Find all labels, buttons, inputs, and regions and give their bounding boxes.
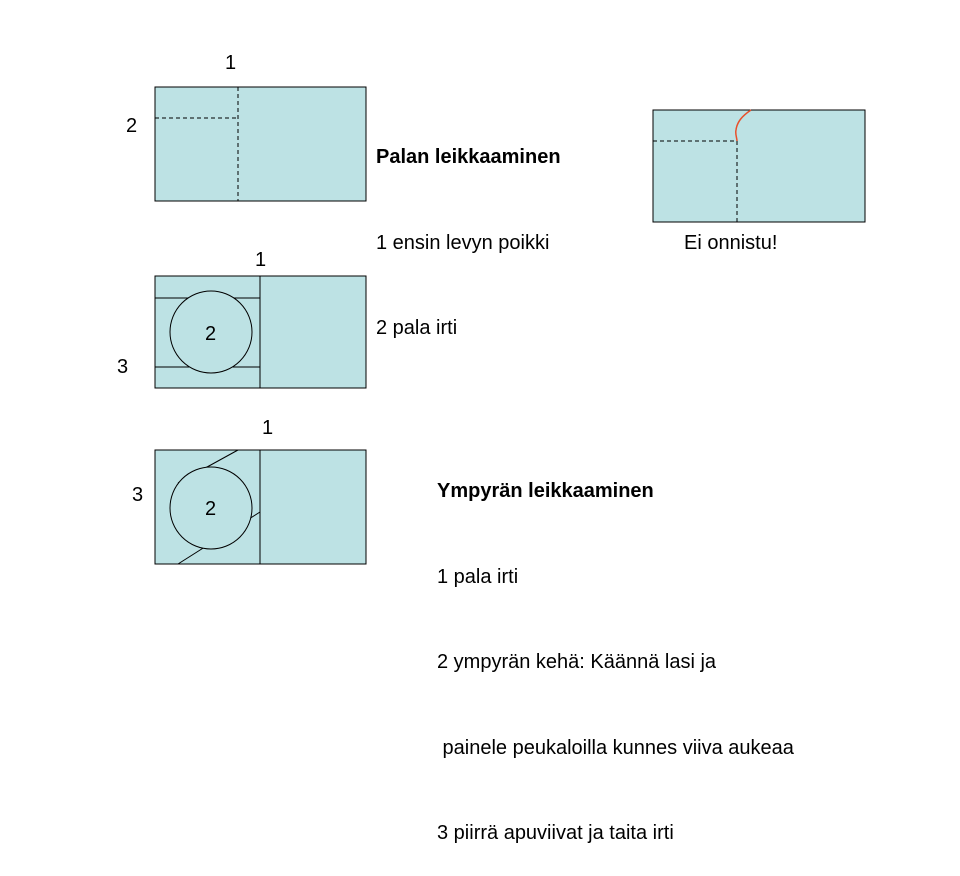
circle-instructions-line: 3 piirrä apuviivat ja taita irti xyxy=(437,822,674,844)
circle-diagram-a: 1 2 3 xyxy=(117,249,367,389)
circle-instructions: Ympyrän leikkaaminen 1 pala irti 2 ympyr… xyxy=(437,420,794,876)
circle-diagram-b: 1 2 3 xyxy=(132,417,367,565)
diagram-canvas: 1 2 1 2 3 1 2 3 xyxy=(117,52,866,565)
circle-cut xyxy=(169,466,253,550)
failed-caption: Ei onnistu! xyxy=(684,232,778,254)
cut-instructions: Palan leikkaaminen 1 ensin levyn poikki … xyxy=(376,86,561,371)
step-label-2: 2 xyxy=(205,498,216,520)
glass-panel xyxy=(154,86,367,202)
step-label-1: 1 xyxy=(262,417,273,439)
cut-instructions-line: 2 pala irti xyxy=(376,317,458,339)
step-label-3: 3 xyxy=(132,484,143,506)
step-label-2: 2 xyxy=(205,323,216,345)
circle-instructions-line: 2 ympyrän kehä: Käännä lasi ja xyxy=(437,651,717,673)
cut-diagram: 1 2 xyxy=(126,52,367,202)
step-label-1: 1 xyxy=(225,52,236,74)
step-label-1: 1 xyxy=(255,249,266,271)
step-label-2: 2 xyxy=(126,115,137,137)
failed-cut-diagram xyxy=(652,109,866,223)
circle-cut xyxy=(169,290,253,374)
failed-crack-line xyxy=(734,109,752,142)
circle-instructions-line: 1 pala irti xyxy=(437,565,519,588)
glass-panel xyxy=(652,109,866,223)
step-label-3: 3 xyxy=(117,356,128,378)
cut-instructions-heading: Palan leikkaaminen xyxy=(376,146,561,168)
circle-instructions-line: painele peukaloilla kunnes viiva aukeaa xyxy=(437,736,794,759)
circle-instructions-heading: Ympyrän leikkaaminen xyxy=(437,480,654,502)
cut-instructions-line: 1 ensin levyn poikki xyxy=(376,231,550,254)
